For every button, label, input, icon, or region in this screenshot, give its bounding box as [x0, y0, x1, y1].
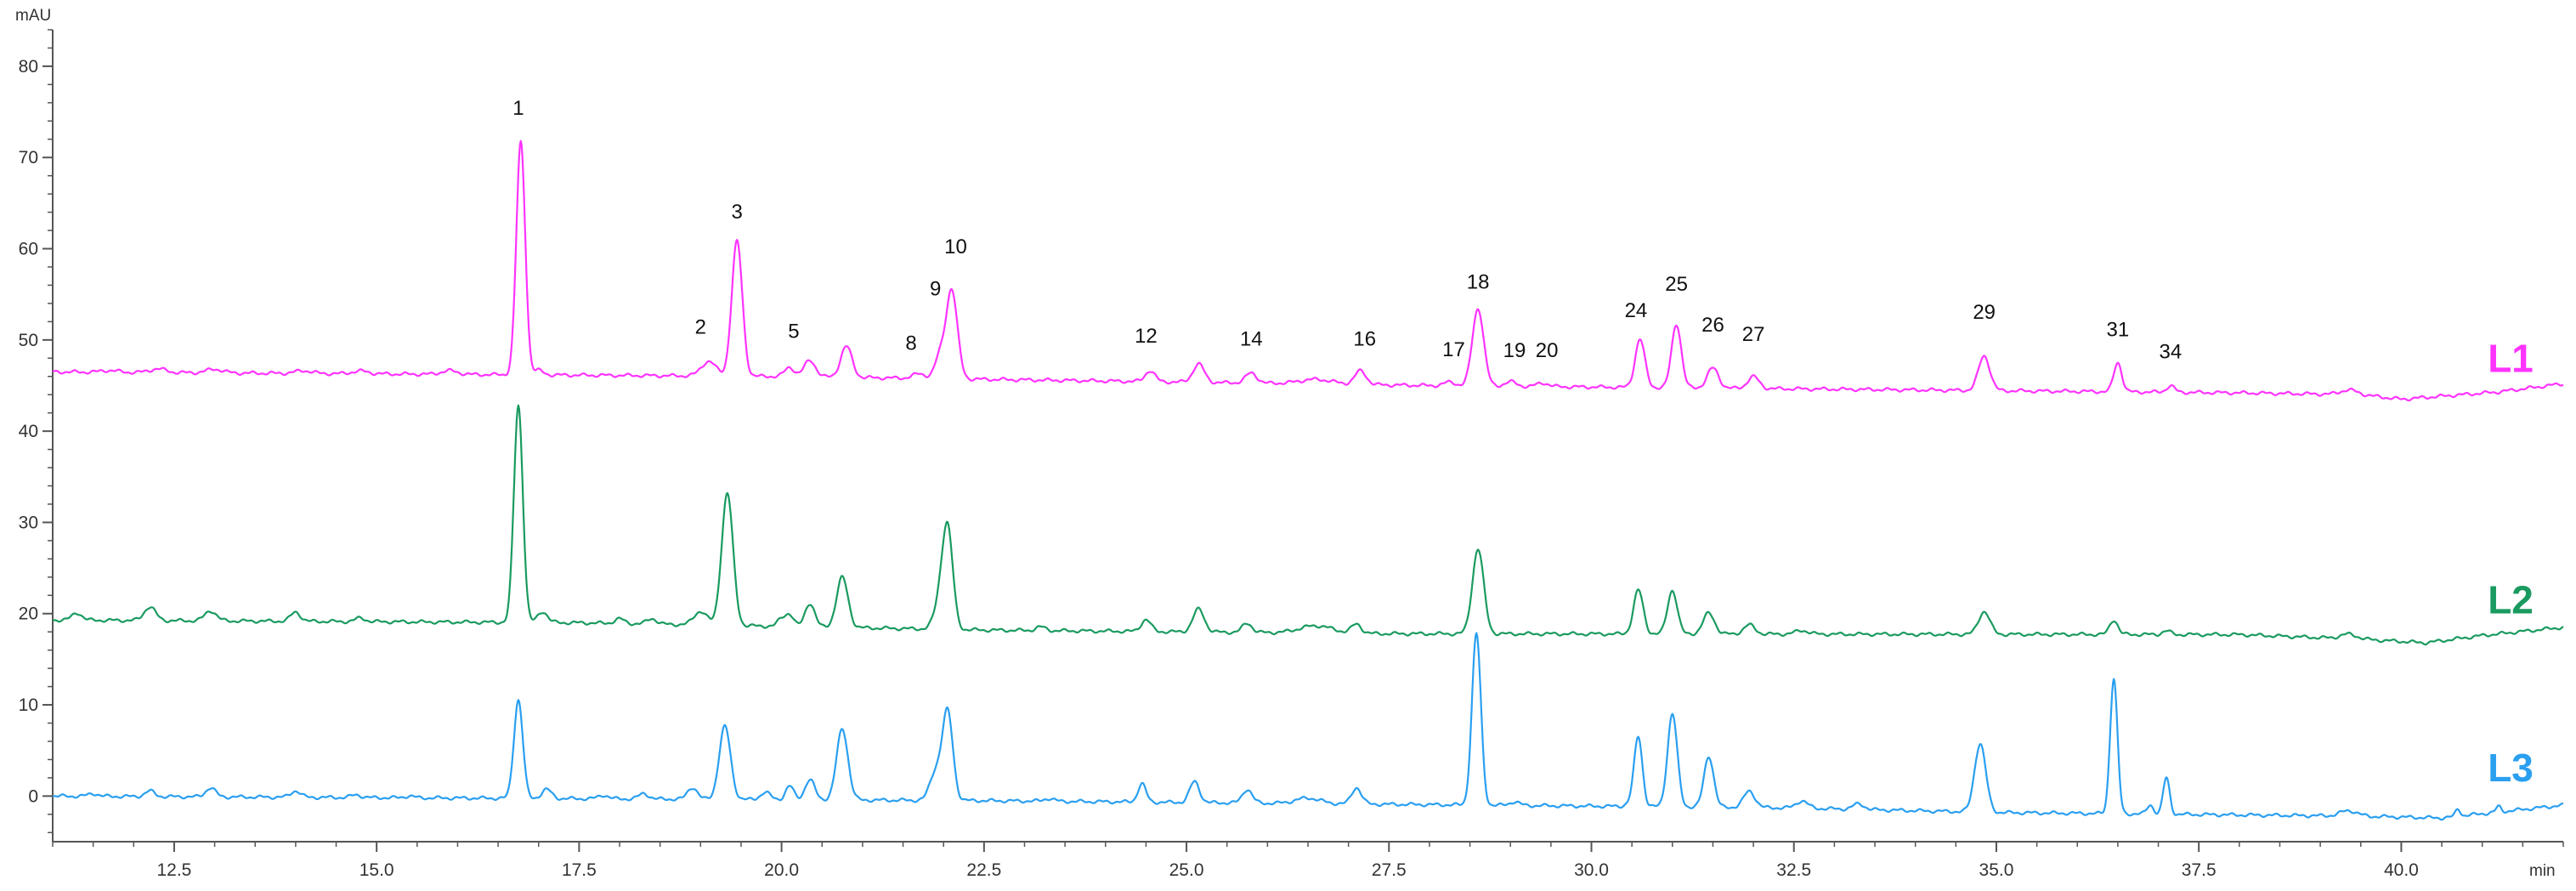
x-tick-label: 40.0 — [2384, 860, 2419, 880]
y-tick-label: 60 — [19, 240, 38, 259]
x-tick-label: 12.5 — [156, 860, 191, 880]
x-unit-label: min — [2529, 862, 2556, 880]
y-tick-label: 50 — [19, 331, 38, 350]
x-tick-label: 27.5 — [1372, 860, 1407, 880]
y-tick-label: 20 — [19, 604, 38, 624]
peak-label: 1 — [512, 97, 524, 120]
y-tick-label: 70 — [19, 148, 38, 167]
peak-label: 17 — [1442, 338, 1465, 361]
trace-line-l2 — [52, 404, 2564, 646]
x-tick-label: 20.0 — [764, 860, 799, 880]
peak-label: 26 — [1701, 314, 1724, 337]
trace-line-l3 — [52, 632, 2564, 821]
x-tick-label: 32.5 — [1776, 860, 1811, 880]
x-tick-label: 37.5 — [2182, 860, 2216, 880]
peak-label: 16 — [1353, 327, 1376, 350]
peak-label: 8 — [905, 332, 916, 355]
y-tick-label: 30 — [19, 513, 38, 532]
peak-label: 27 — [1742, 323, 1765, 346]
y-tick-label: 0 — [28, 786, 38, 806]
axes-layer: 0 10 20 30 40 50 60 70 80 12.5 15.0 17.5 20.0 22.5 25.… — [15, 7, 2564, 880]
peak-label: 18 — [1467, 271, 1490, 294]
y-tick-label: 10 — [19, 695, 38, 715]
y-tick-label: 40 — [19, 422, 38, 441]
y-unit-label: mAU — [15, 7, 51, 25]
y-tick-label: 80 — [19, 57, 38, 77]
peak-label: 9 — [930, 277, 941, 300]
peak-label: 10 — [944, 236, 967, 258]
trace-line-l1 — [52, 139, 2564, 402]
peak-label: 34 — [2159, 340, 2182, 363]
peak-label: 2 — [695, 315, 706, 338]
trace-label-l1: L1 — [2488, 336, 2534, 380]
x-tick-label: 17.5 — [562, 860, 597, 880]
peak-label: 20 — [1536, 339, 1559, 362]
x-tick-label: 22.5 — [966, 860, 1001, 880]
trace-label-l3: L3 — [2488, 746, 2534, 790]
x-tick-label: 25.0 — [1169, 860, 1204, 880]
x-tick-label: 30.0 — [1574, 860, 1609, 880]
peak-label: 19 — [1503, 339, 1526, 362]
x-tick-label: 15.0 — [360, 860, 394, 880]
traces-layer — [52, 139, 2564, 821]
peak-label: 3 — [732, 201, 743, 224]
peak-label: 14 — [1240, 327, 1263, 350]
peak-label: 24 — [1625, 299, 1648, 322]
peak-label: 29 — [1973, 301, 1996, 324]
peak-label: 5 — [788, 321, 799, 343]
peak-label: 31 — [2107, 319, 2130, 342]
peak-label: 12 — [1135, 325, 1158, 348]
peak-label: 25 — [1665, 273, 1688, 296]
x-tick-label: 35.0 — [1979, 860, 2014, 880]
trace-label-l2: L2 — [2488, 578, 2534, 622]
